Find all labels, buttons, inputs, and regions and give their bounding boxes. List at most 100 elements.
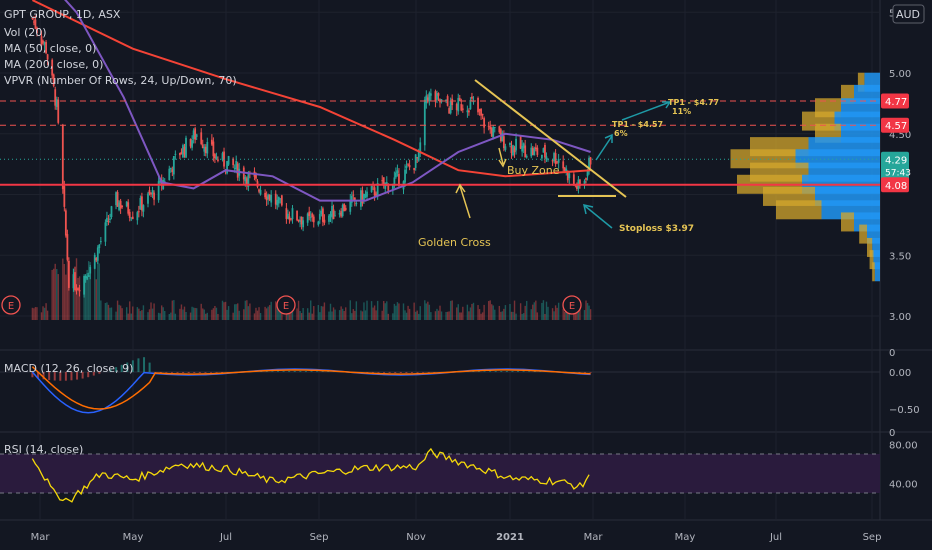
candle-body [393, 177, 396, 186]
stoploss-arrowhead [583, 204, 594, 215]
macd-histogram-bar [64, 372, 67, 381]
volume-bar [468, 311, 470, 320]
volume-bar [480, 313, 482, 320]
volume-bar [332, 307, 335, 320]
candle-body [87, 275, 90, 277]
candle-body [545, 156, 548, 159]
macd-histogram-bar [427, 372, 430, 373]
candle-body [398, 173, 400, 186]
macd-histogram-bar [182, 372, 185, 373]
vpvr-down-bar [859, 224, 867, 244]
macd-histogram-bar [405, 372, 408, 373]
time-axis[interactable]: Mar May Jul Sep Nov 2021 Mar May Jul Sep [31, 532, 882, 543]
volume-bar [430, 312, 432, 320]
candle-body [214, 154, 216, 159]
time-tick-label: Mar [584, 532, 604, 543]
ma200-line [31, 0, 591, 178]
volume-bar [194, 307, 196, 320]
rsi-pane[interactable] [0, 447, 880, 503]
time-tick-label: May [675, 532, 696, 543]
symbol-title: GPT GROUP, 1D, ASX [4, 8, 121, 21]
volume-bar [290, 307, 292, 320]
volume-bar [249, 303, 251, 320]
candle-body [98, 244, 101, 249]
candle-body [203, 146, 206, 152]
candle-body [426, 97, 429, 102]
macd-histogram-bar [81, 372, 84, 379]
vpvr-down-bar [776, 200, 822, 220]
candle-body [575, 185, 578, 189]
volume-bar [116, 300, 119, 320]
volume-bar [125, 307, 128, 320]
candle-body [141, 196, 143, 211]
candle-body [481, 113, 484, 116]
candle-body [471, 96, 473, 99]
macd-histogram-bar [193, 372, 196, 373]
volume-bar [98, 263, 101, 320]
candle-body [364, 194, 367, 198]
candle-body [42, 40, 44, 43]
volume-bar [509, 303, 511, 320]
candle-body [515, 138, 517, 151]
candle-body [572, 174, 575, 186]
candle-body [477, 97, 479, 113]
volume-bar [469, 307, 472, 320]
macd-pane[interactable] [0, 357, 880, 414]
macd-line [31, 368, 591, 414]
indicator-legend-ma200: MA (200, close, 0) [4, 58, 103, 71]
candle-body [290, 218, 292, 220]
volume-bar [460, 312, 463, 320]
volume-bar [462, 306, 464, 320]
candle-body [280, 195, 283, 206]
earnings-marker[interactable]: E [276, 295, 296, 315]
candle-body [361, 190, 364, 204]
price-tick-label: 5.00 [889, 69, 911, 80]
price-axis[interactable]: 5.5.004.503.503.004.774.574.2957:434.080… [881, 8, 920, 490]
earnings-marker[interactable]: E [1, 295, 21, 315]
earnings-marker-circle [1, 295, 21, 315]
volume-bar [445, 311, 447, 320]
candle-body [382, 177, 385, 186]
macd-histogram-bar [176, 372, 179, 373]
volume-bar [202, 308, 204, 320]
volume-bar [500, 311, 502, 320]
candle-body [64, 210, 67, 236]
volume-bar [97, 257, 99, 320]
volume-bar [451, 300, 453, 320]
candle-body [83, 276, 86, 295]
volume-bar [440, 311, 443, 320]
indicator-legend-ma50: MA (50, close, 0) [4, 42, 96, 55]
candle-body [320, 210, 323, 214]
candle-body [285, 208, 288, 219]
candle-body [355, 203, 358, 205]
macd-histogram-bar [489, 371, 492, 372]
volume-bar [136, 307, 139, 320]
volume-bar [84, 276, 87, 320]
volume-bar [551, 308, 554, 320]
volume-bar [416, 310, 418, 320]
candle-body [334, 215, 336, 217]
vpvr-up-bar [873, 250, 880, 270]
currency-button[interactable]: AUD [892, 4, 925, 24]
volume-bar [51, 269, 53, 320]
candle-body [116, 192, 119, 207]
macd-histogram-bar [115, 367, 118, 372]
candle-body [413, 167, 416, 171]
candle-body [425, 95, 428, 104]
candle-body [458, 98, 461, 101]
volume-bar [233, 304, 236, 320]
earnings-marker[interactable]: E [562, 295, 582, 315]
moving-averages [31, 0, 591, 202]
price-tick-label: 3.00 [889, 312, 911, 323]
volume-bar [579, 306, 581, 320]
volume-bar [300, 313, 303, 320]
tp-high-arrow [621, 101, 671, 121]
candle-body [137, 211, 140, 213]
macd-histogram-bar [500, 371, 503, 372]
trendline[interactable] [474, 79, 627, 198]
candle-body [513, 147, 516, 153]
macd-histogram-bar [48, 372, 51, 381]
time-tick-label: Sep [310, 532, 329, 543]
macd-histogram-bar [120, 364, 123, 372]
